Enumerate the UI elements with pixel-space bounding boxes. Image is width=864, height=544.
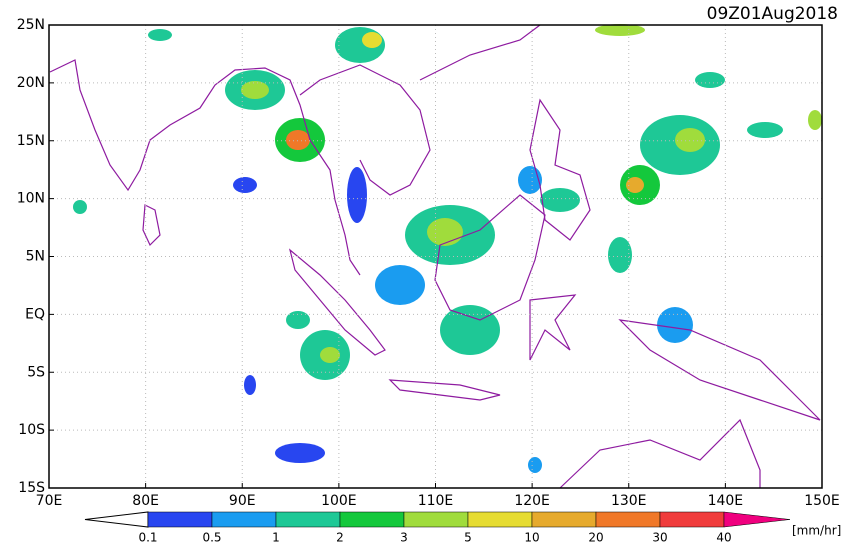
- colorbar-box: [531, 511, 597, 528]
- colorbar-low: [84, 511, 149, 528]
- y-tick-label: 15N: [17, 133, 45, 149]
- rain-area: [440, 305, 500, 355]
- colorbar-label: 30: [652, 531, 667, 544]
- rain-area: [347, 167, 367, 223]
- y-tick-label: 5N: [26, 249, 45, 265]
- coastline: [529, 294, 577, 361]
- rain-area: [275, 443, 325, 463]
- coastline: [299, 64, 431, 196]
- rain-area: [695, 72, 725, 88]
- y-tick-label: 10N: [17, 191, 45, 207]
- colorbar-label: 20: [588, 531, 603, 544]
- rain-area: [595, 24, 645, 36]
- x-tick-label: 110E: [418, 493, 454, 509]
- x-tick-label: 120E: [514, 493, 550, 509]
- x-tick-label: 150E: [804, 493, 840, 509]
- x-tick-label: 130E: [611, 493, 647, 509]
- colorbar-box: [659, 511, 725, 528]
- rain-area: [808, 110, 822, 130]
- colorbar-box: [211, 511, 277, 528]
- rain-area: [241, 81, 269, 99]
- colorbar-box: [275, 511, 341, 528]
- x-tick-label: 90E: [229, 493, 256, 509]
- y-tick-label: 5S: [27, 364, 45, 380]
- colorbar-label: 5: [464, 531, 472, 544]
- coastline: [618, 319, 821, 421]
- coastline: [288, 248, 386, 356]
- coastline: [419, 24, 541, 81]
- colorbar-label: 0.1: [138, 531, 157, 544]
- rain-field: [73, 24, 822, 473]
- colorbar-box: [595, 511, 661, 528]
- rain-area: [320, 347, 340, 363]
- colorbar-unit: [mm/hr]: [792, 524, 841, 538]
- rain-area: [375, 265, 425, 305]
- rain-area: [747, 122, 783, 138]
- x-tick-label: 140E: [708, 493, 744, 509]
- y-tick-label: 25N: [17, 17, 45, 33]
- coastlines: [49, 24, 821, 489]
- x-tick-label: 100E: [321, 493, 357, 509]
- map-title: 09Z01Aug2018: [707, 4, 838, 24]
- rain-area: [608, 237, 632, 273]
- coastline: [49, 59, 361, 276]
- coastline: [529, 98, 591, 241]
- y-tick-label: EQ: [25, 306, 45, 322]
- rain-area: [362, 32, 382, 48]
- rain-area: [244, 375, 256, 395]
- y-tick-label: 20N: [17, 75, 45, 91]
- colorbar-box: [339, 511, 405, 528]
- colorbar-box: [467, 511, 533, 528]
- rain-area: [286, 311, 310, 329]
- colorbar-high: [723, 511, 791, 528]
- rain-area: [626, 177, 644, 193]
- rain-area: [427, 218, 463, 246]
- colorbar-box: [147, 511, 213, 528]
- rain-area: [73, 200, 87, 214]
- x-tick-label: 70E: [36, 493, 63, 509]
- map-border: [48, 24, 823, 489]
- rain-area: [528, 457, 542, 473]
- y-tick-label: 10S: [18, 422, 45, 438]
- rain-area: [148, 29, 172, 41]
- coastline: [559, 418, 761, 489]
- coastline: [142, 204, 161, 247]
- colorbar-label: 40: [716, 531, 731, 544]
- coastline: [434, 194, 546, 321]
- colorbar-box: [403, 511, 469, 528]
- x-tick-label: 80E: [132, 493, 159, 509]
- colorbar-label: 3: [400, 531, 408, 544]
- colorbar-label: 0.5: [202, 531, 221, 544]
- rain-area: [540, 188, 580, 212]
- rain-area: [286, 130, 310, 150]
- rain-area: [675, 128, 705, 152]
- colorbar-label: 1: [272, 531, 280, 544]
- y-tick-label: 15S: [18, 480, 45, 496]
- colorbar-label: 10: [524, 531, 539, 544]
- rain-area: [657, 307, 693, 343]
- coastline: [388, 379, 501, 401]
- colorbar-label: 2: [336, 531, 344, 544]
- rain-area: [233, 177, 257, 193]
